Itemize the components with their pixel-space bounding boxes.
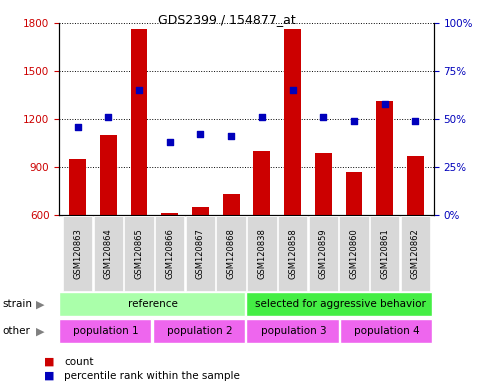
Bar (223, 194, 240, 215)
Point (166, 139, 174, 145)
Text: other: other (2, 326, 31, 336)
Text: strain: strain (2, 299, 33, 310)
FancyBboxPatch shape (246, 319, 339, 343)
Text: count: count (64, 357, 94, 367)
Bar (346, 172, 362, 215)
Point (135, 87, 143, 93)
Bar (376, 101, 393, 215)
Text: ▶: ▶ (35, 326, 44, 336)
Point (381, 101, 388, 107)
Text: GDS2399 / 154877_at: GDS2399 / 154877_at (158, 13, 296, 26)
FancyBboxPatch shape (309, 216, 338, 291)
Text: GSM120866: GSM120866 (165, 228, 174, 279)
Point (227, 133, 235, 139)
Point (412, 118, 420, 124)
FancyBboxPatch shape (216, 216, 246, 291)
Text: GSM120867: GSM120867 (196, 228, 205, 279)
Bar (131, 30, 147, 215)
Text: GSM120859: GSM120859 (319, 228, 328, 279)
FancyBboxPatch shape (401, 216, 430, 291)
Text: selected for aggressive behavior: selected for aggressive behavior (255, 299, 425, 310)
Text: population 2: population 2 (167, 326, 233, 336)
Text: GSM120864: GSM120864 (104, 228, 113, 279)
Point (319, 114, 327, 120)
Point (73, 124, 81, 130)
FancyBboxPatch shape (340, 319, 432, 343)
Text: ■: ■ (44, 371, 55, 381)
Text: ▶: ▶ (35, 299, 44, 310)
FancyBboxPatch shape (63, 216, 92, 291)
Bar (100, 135, 117, 215)
FancyBboxPatch shape (186, 216, 215, 291)
Text: GSM120865: GSM120865 (135, 228, 143, 279)
FancyBboxPatch shape (124, 216, 154, 291)
Text: population 3: population 3 (260, 326, 326, 336)
Bar (315, 152, 332, 215)
FancyBboxPatch shape (246, 292, 432, 316)
Point (288, 87, 296, 93)
FancyBboxPatch shape (370, 216, 399, 291)
Text: GSM120858: GSM120858 (288, 228, 297, 279)
Bar (253, 151, 270, 215)
FancyBboxPatch shape (94, 216, 123, 291)
Text: population 4: population 4 (354, 326, 420, 336)
Bar (284, 30, 301, 215)
Bar (192, 207, 209, 215)
FancyBboxPatch shape (59, 292, 245, 316)
Bar (69, 159, 86, 215)
Bar (161, 213, 178, 215)
Point (197, 131, 205, 137)
Text: GSM120868: GSM120868 (227, 228, 236, 279)
FancyBboxPatch shape (59, 319, 151, 343)
FancyBboxPatch shape (153, 319, 245, 343)
Text: GSM120860: GSM120860 (350, 228, 358, 279)
Bar (407, 156, 424, 215)
Text: percentile rank within the sample: percentile rank within the sample (64, 371, 240, 381)
Text: reference: reference (128, 299, 178, 310)
Text: GSM120862: GSM120862 (411, 228, 420, 279)
FancyBboxPatch shape (339, 216, 369, 291)
Text: GSM120863: GSM120863 (73, 228, 82, 279)
Point (105, 114, 112, 120)
Point (350, 118, 358, 124)
FancyBboxPatch shape (278, 216, 307, 291)
FancyBboxPatch shape (155, 216, 184, 291)
Text: GSM120838: GSM120838 (257, 228, 266, 279)
Point (258, 114, 266, 120)
Text: ■: ■ (44, 357, 55, 367)
Text: GSM120861: GSM120861 (380, 228, 389, 279)
Text: population 1: population 1 (73, 326, 139, 336)
FancyBboxPatch shape (247, 216, 277, 291)
